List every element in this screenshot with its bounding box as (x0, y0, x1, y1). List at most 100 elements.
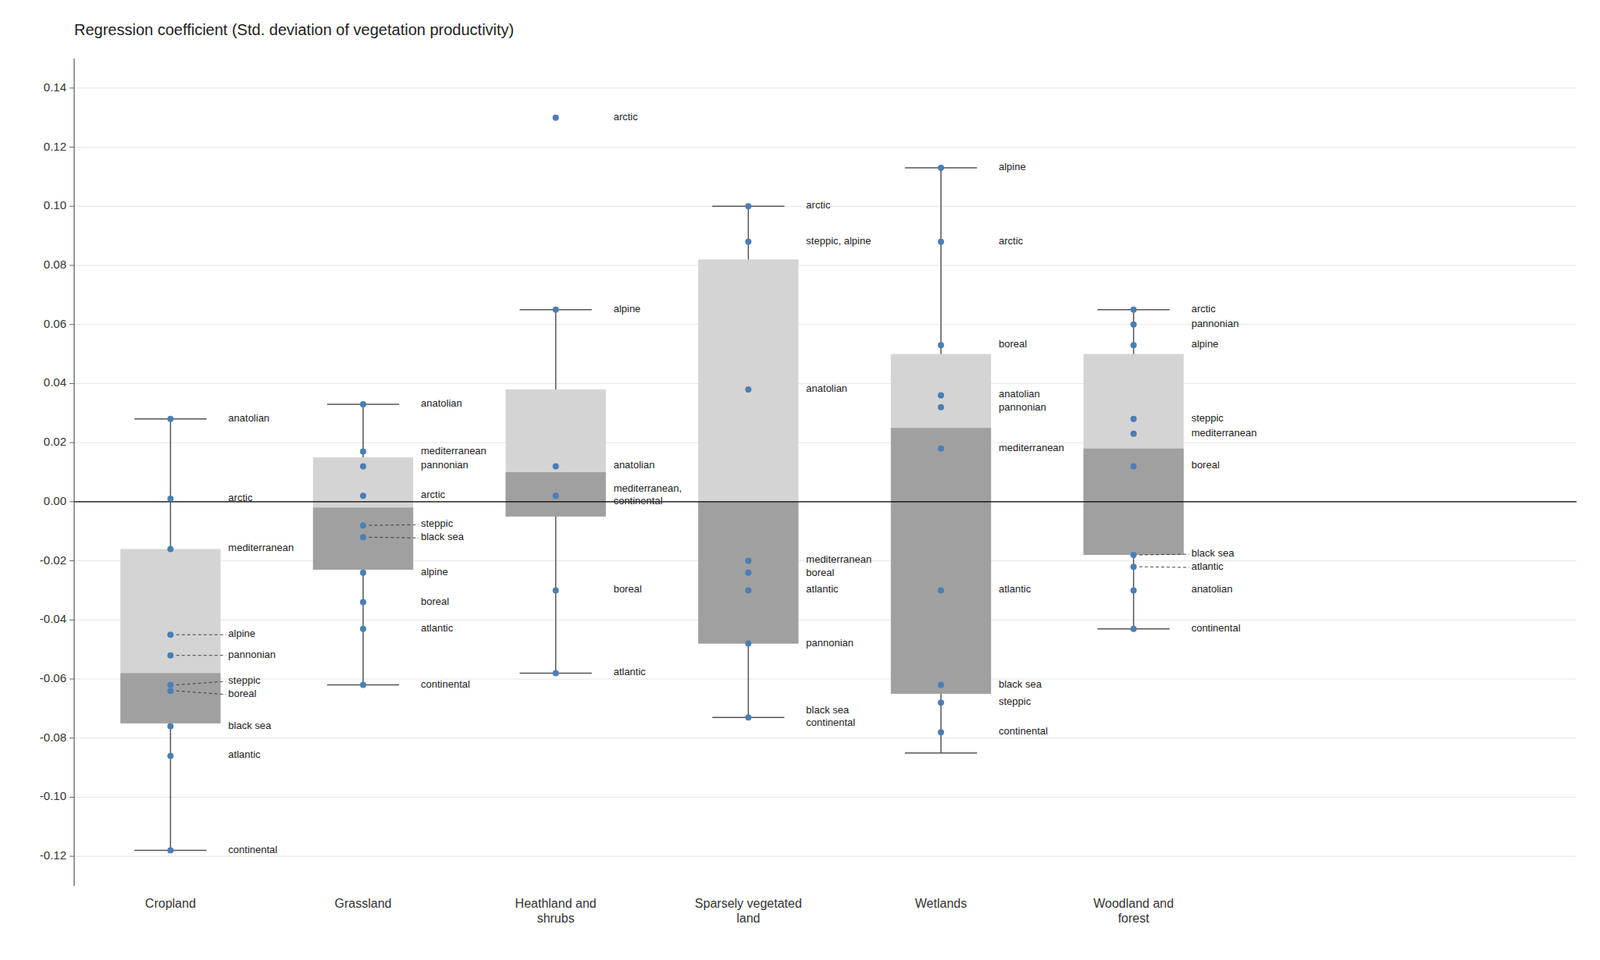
point-label: pannonian (228, 648, 276, 661)
point-label: boreal (998, 338, 1027, 351)
point (1130, 463, 1137, 470)
point (359, 401, 367, 408)
point (359, 448, 367, 456)
point (1130, 416, 1137, 423)
point-label: mediterranean,continental (613, 483, 682, 508)
grid-line (74, 501, 1577, 503)
iqr-box (1083, 354, 1184, 556)
point-label: steppic (1191, 412, 1225, 425)
point-labels: anatolian arctic mediterranean alpine pannon… (176, 110, 1258, 856)
tick-label: -0.04 (39, 612, 67, 626)
point-label: boreal (1191, 459, 1220, 472)
x-axis: CroplandGrasslandHeathland andshrubsSpar… (145, 897, 1174, 926)
point-label: black seacontinental (805, 705, 856, 730)
point-label-line: continental (805, 717, 856, 730)
lower-half-box (698, 502, 799, 645)
category-label-line: Woodland and (1093, 897, 1174, 911)
point-label-line: boreal (228, 687, 257, 700)
tick-mark (69, 442, 75, 444)
category-label: Wetlands (915, 897, 967, 911)
point (167, 687, 174, 695)
tick-label: 0.12 (43, 139, 67, 154)
y-axis-line (73, 58, 75, 887)
category-label-line: Wetlands (915, 897, 967, 911)
point-label-line: black sea (228, 719, 272, 732)
tick-label: 0.10 (43, 198, 67, 212)
label-connector (368, 524, 419, 527)
point-label-line: continental (420, 678, 471, 691)
point-label-line: boreal (805, 566, 834, 579)
point-label: atlantic (998, 584, 1032, 596)
point-label: atlantic (805, 584, 839, 596)
point-label: mediterranean (420, 445, 487, 457)
tick-label: 0.04 (43, 375, 67, 389)
point-label-line: atlantic (1191, 561, 1225, 574)
point (552, 492, 560, 499)
point (552, 587, 560, 594)
point-label-line: steppic (1191, 412, 1225, 425)
point-label: boreal (805, 566, 834, 579)
point-label: atlantic (228, 749, 261, 762)
tick-label: -0.06 (39, 671, 67, 685)
point (359, 570, 367, 577)
point (937, 404, 945, 411)
point-label: anatolian (998, 388, 1041, 400)
point-label: pannonian (420, 459, 469, 472)
point-label-line: mediterranean (998, 441, 1065, 454)
zero-line-group (74, 501, 1577, 503)
category-label: Sparsely vegetatedland (694, 897, 802, 926)
point-label: anatolian (613, 459, 656, 472)
point-label: arctic (1191, 302, 1217, 315)
point-label: boreal (420, 595, 449, 608)
title: Regression coefficient (Std. deviation o… (74, 21, 514, 39)
category-label: Cropland (145, 897, 196, 911)
tick-label: 0.00 (43, 494, 67, 508)
label-connector (1139, 554, 1190, 556)
point (1130, 342, 1137, 349)
point-label-line: alpine (228, 628, 256, 641)
zero-line (74, 501, 1577, 503)
point-label-line: arctic (613, 110, 639, 123)
point-label: boreal (613, 584, 642, 596)
point (359, 534, 367, 541)
grid-line (74, 620, 1577, 621)
point-label: black sea (228, 719, 272, 732)
label-connector (1139, 566, 1190, 569)
point (359, 492, 367, 499)
tick-label: -0.02 (39, 553, 67, 567)
tick-mark (69, 383, 75, 385)
point-label: pannonian (805, 637, 854, 649)
category-label-line: forest (1118, 912, 1151, 926)
point (744, 238, 752, 246)
label-connector (368, 537, 419, 539)
point-label-line: alpine (420, 566, 449, 578)
point-label-line: continental (1191, 622, 1241, 635)
point-label: mediterranean (805, 553, 872, 566)
lower-half-box (120, 673, 221, 724)
label-connector (176, 655, 227, 656)
tick-mark (69, 620, 75, 621)
point-label-line: atlantic (805, 584, 839, 596)
grid-line (74, 265, 1577, 267)
grid (74, 88, 1577, 857)
point (744, 714, 752, 721)
point-label-line: anatolian (998, 388, 1041, 400)
category-label: Heathland andshrubs (515, 897, 597, 926)
point (552, 669, 560, 677)
marks (74, 114, 1577, 855)
point-label: pannonian (998, 401, 1047, 414)
label-connector (176, 691, 227, 695)
iqr-box (120, 548, 221, 724)
category-label: Woodland andforest (1093, 897, 1174, 926)
point (937, 342, 945, 349)
tick-label: 0.02 (43, 434, 67, 449)
grid-line (74, 442, 1577, 444)
point-label: continental (1191, 622, 1241, 635)
point-label: alpine (420, 566, 449, 578)
tick-label: 0.06 (43, 317, 67, 331)
tick-label: -0.10 (39, 789, 67, 803)
point (552, 306, 560, 314)
tick-mark (69, 856, 75, 858)
point-label: steppic (420, 518, 454, 531)
point-label: arctic (805, 199, 831, 212)
